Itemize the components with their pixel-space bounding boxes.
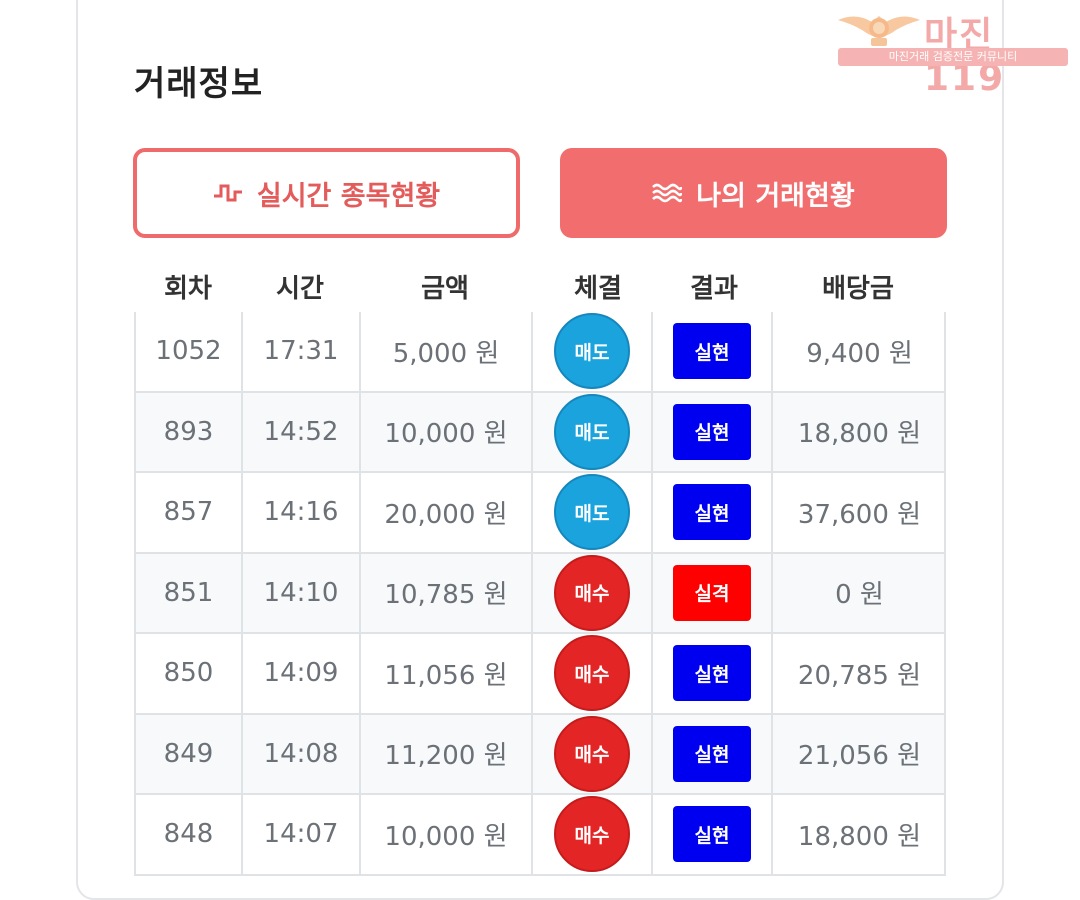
cell-result: 실현	[653, 473, 773, 552]
cell-execution: 매수	[533, 795, 653, 874]
cell-execution: 매도	[533, 392, 653, 471]
header-payout: 배당금	[822, 274, 894, 304]
buy-badge: 매수	[554, 554, 630, 631]
result-badge: 실현	[673, 806, 751, 863]
table-row[interactable]: 1052 17:31 5,000 원 매도 실현 9,400 원	[136, 312, 944, 393]
cell-result: 실현	[653, 714, 773, 793]
page-title: 거래정보	[134, 64, 264, 104]
cell-amount: 11,200 원	[361, 714, 533, 793]
watermark-subtitle: 마진거래 검증전문 커뮤니티	[838, 48, 1068, 66]
cell-round: 857	[136, 473, 243, 552]
header-time: 시간	[276, 274, 324, 304]
cell-time: 14:10	[243, 553, 361, 632]
my-trades-label: 나의 거래현황	[696, 180, 855, 212]
result-badge: 실현	[673, 645, 751, 702]
cell-time: 14:07	[243, 795, 361, 874]
cell-round: 893	[136, 392, 243, 471]
cell-execution: 매수	[533, 553, 653, 632]
cell-time: 14:08	[243, 714, 361, 793]
table-row[interactable]: 849 14:08 11,200 원 매수 실현 21,056 원	[136, 714, 944, 795]
cell-result: 실현	[653, 634, 773, 713]
my-trades-button[interactable]: 나의 거래현황	[560, 148, 947, 238]
cell-execution: 매수	[533, 714, 653, 793]
cell-time: 14:52	[243, 392, 361, 471]
buy-badge: 매수	[554, 796, 630, 873]
cell-payout: 37,600 원	[797, 499, 922, 530]
result-badge: 실현	[673, 323, 751, 380]
eagle-emblem-icon	[838, 16, 920, 46]
sell-badge: 매도	[554, 393, 630, 470]
pulse-icon	[213, 184, 242, 202]
cell-time: 14:16	[243, 473, 361, 552]
table-row[interactable]: 893 14:52 10,000 원 매도 실현 18,800 원	[136, 392, 944, 473]
table-row[interactable]: 857 14:16 20,000 원 매도 실현 37,600 원	[136, 473, 944, 554]
cell-amount: 5,000 원	[361, 312, 533, 391]
header-execution: 체결	[574, 274, 622, 304]
cell-amount: 10,000 원	[361, 392, 533, 471]
cell-result: 실격	[653, 553, 773, 632]
cell-payout: 0 원	[835, 580, 884, 611]
table-header: 회차 시간 금액 체결 결과 배당금	[134, 268, 946, 312]
cell-execution: 매도	[533, 312, 653, 391]
table-row[interactable]: 851 14:10 10,785 원 매수 실격 0 원	[136, 553, 944, 634]
cell-payout: 9,400 원	[806, 338, 913, 369]
cell-round: 849	[136, 714, 243, 793]
header-round: 회차	[164, 274, 212, 304]
realtime-status-label: 실시간 종목현황	[256, 180, 441, 212]
cell-payout: 18,800 원	[797, 821, 922, 852]
table-row[interactable]: 848 14:07 10,000 원 매수 실현 18,800 원	[136, 795, 944, 876]
result-badge: 실현	[673, 725, 751, 782]
header-result: 결과	[690, 274, 738, 304]
cell-result: 실현	[653, 392, 773, 471]
watermark: 마진119 마진거래 검증전문 커뮤니티	[836, 6, 1072, 99]
cell-execution: 매수	[533, 634, 653, 713]
cell-payout: 21,056 원	[797, 741, 922, 772]
cell-amount: 10,000 원	[361, 795, 533, 874]
buy-badge: 매수	[554, 635, 630, 712]
table-row[interactable]: 850 14:09 11,056 원 매수 실현 20,785 원	[136, 634, 944, 715]
cell-round: 848	[136, 795, 243, 874]
cell-amount: 11,056 원	[361, 634, 533, 713]
cell-round: 851	[136, 553, 243, 632]
waves-icon	[652, 183, 683, 203]
realtime-status-button[interactable]: 실시간 종목현황	[133, 148, 520, 238]
cell-execution: 매도	[533, 473, 653, 552]
cell-result: 실현	[653, 795, 773, 874]
cell-result: 실현	[653, 312, 773, 391]
sell-badge: 매도	[554, 474, 630, 551]
cell-amount: 10,785 원	[361, 553, 533, 632]
result-badge: 실현	[673, 403, 751, 460]
result-badge: 실격	[673, 564, 751, 621]
cell-payout: 18,800 원	[797, 419, 922, 450]
cell-round: 1052	[136, 312, 243, 391]
result-badge: 실현	[673, 484, 751, 541]
trade-table: 1052 17:31 5,000 원 매도 실현 9,400 원 893 14:…	[134, 312, 946, 876]
cell-time: 14:09	[243, 634, 361, 713]
header-amount: 금액	[421, 274, 469, 304]
buy-badge: 매수	[554, 715, 630, 792]
cell-round: 850	[136, 634, 243, 713]
cell-time: 17:31	[243, 312, 361, 391]
cell-payout: 20,785 원	[797, 660, 922, 691]
sell-badge: 매도	[554, 313, 630, 390]
cell-amount: 20,000 원	[361, 473, 533, 552]
